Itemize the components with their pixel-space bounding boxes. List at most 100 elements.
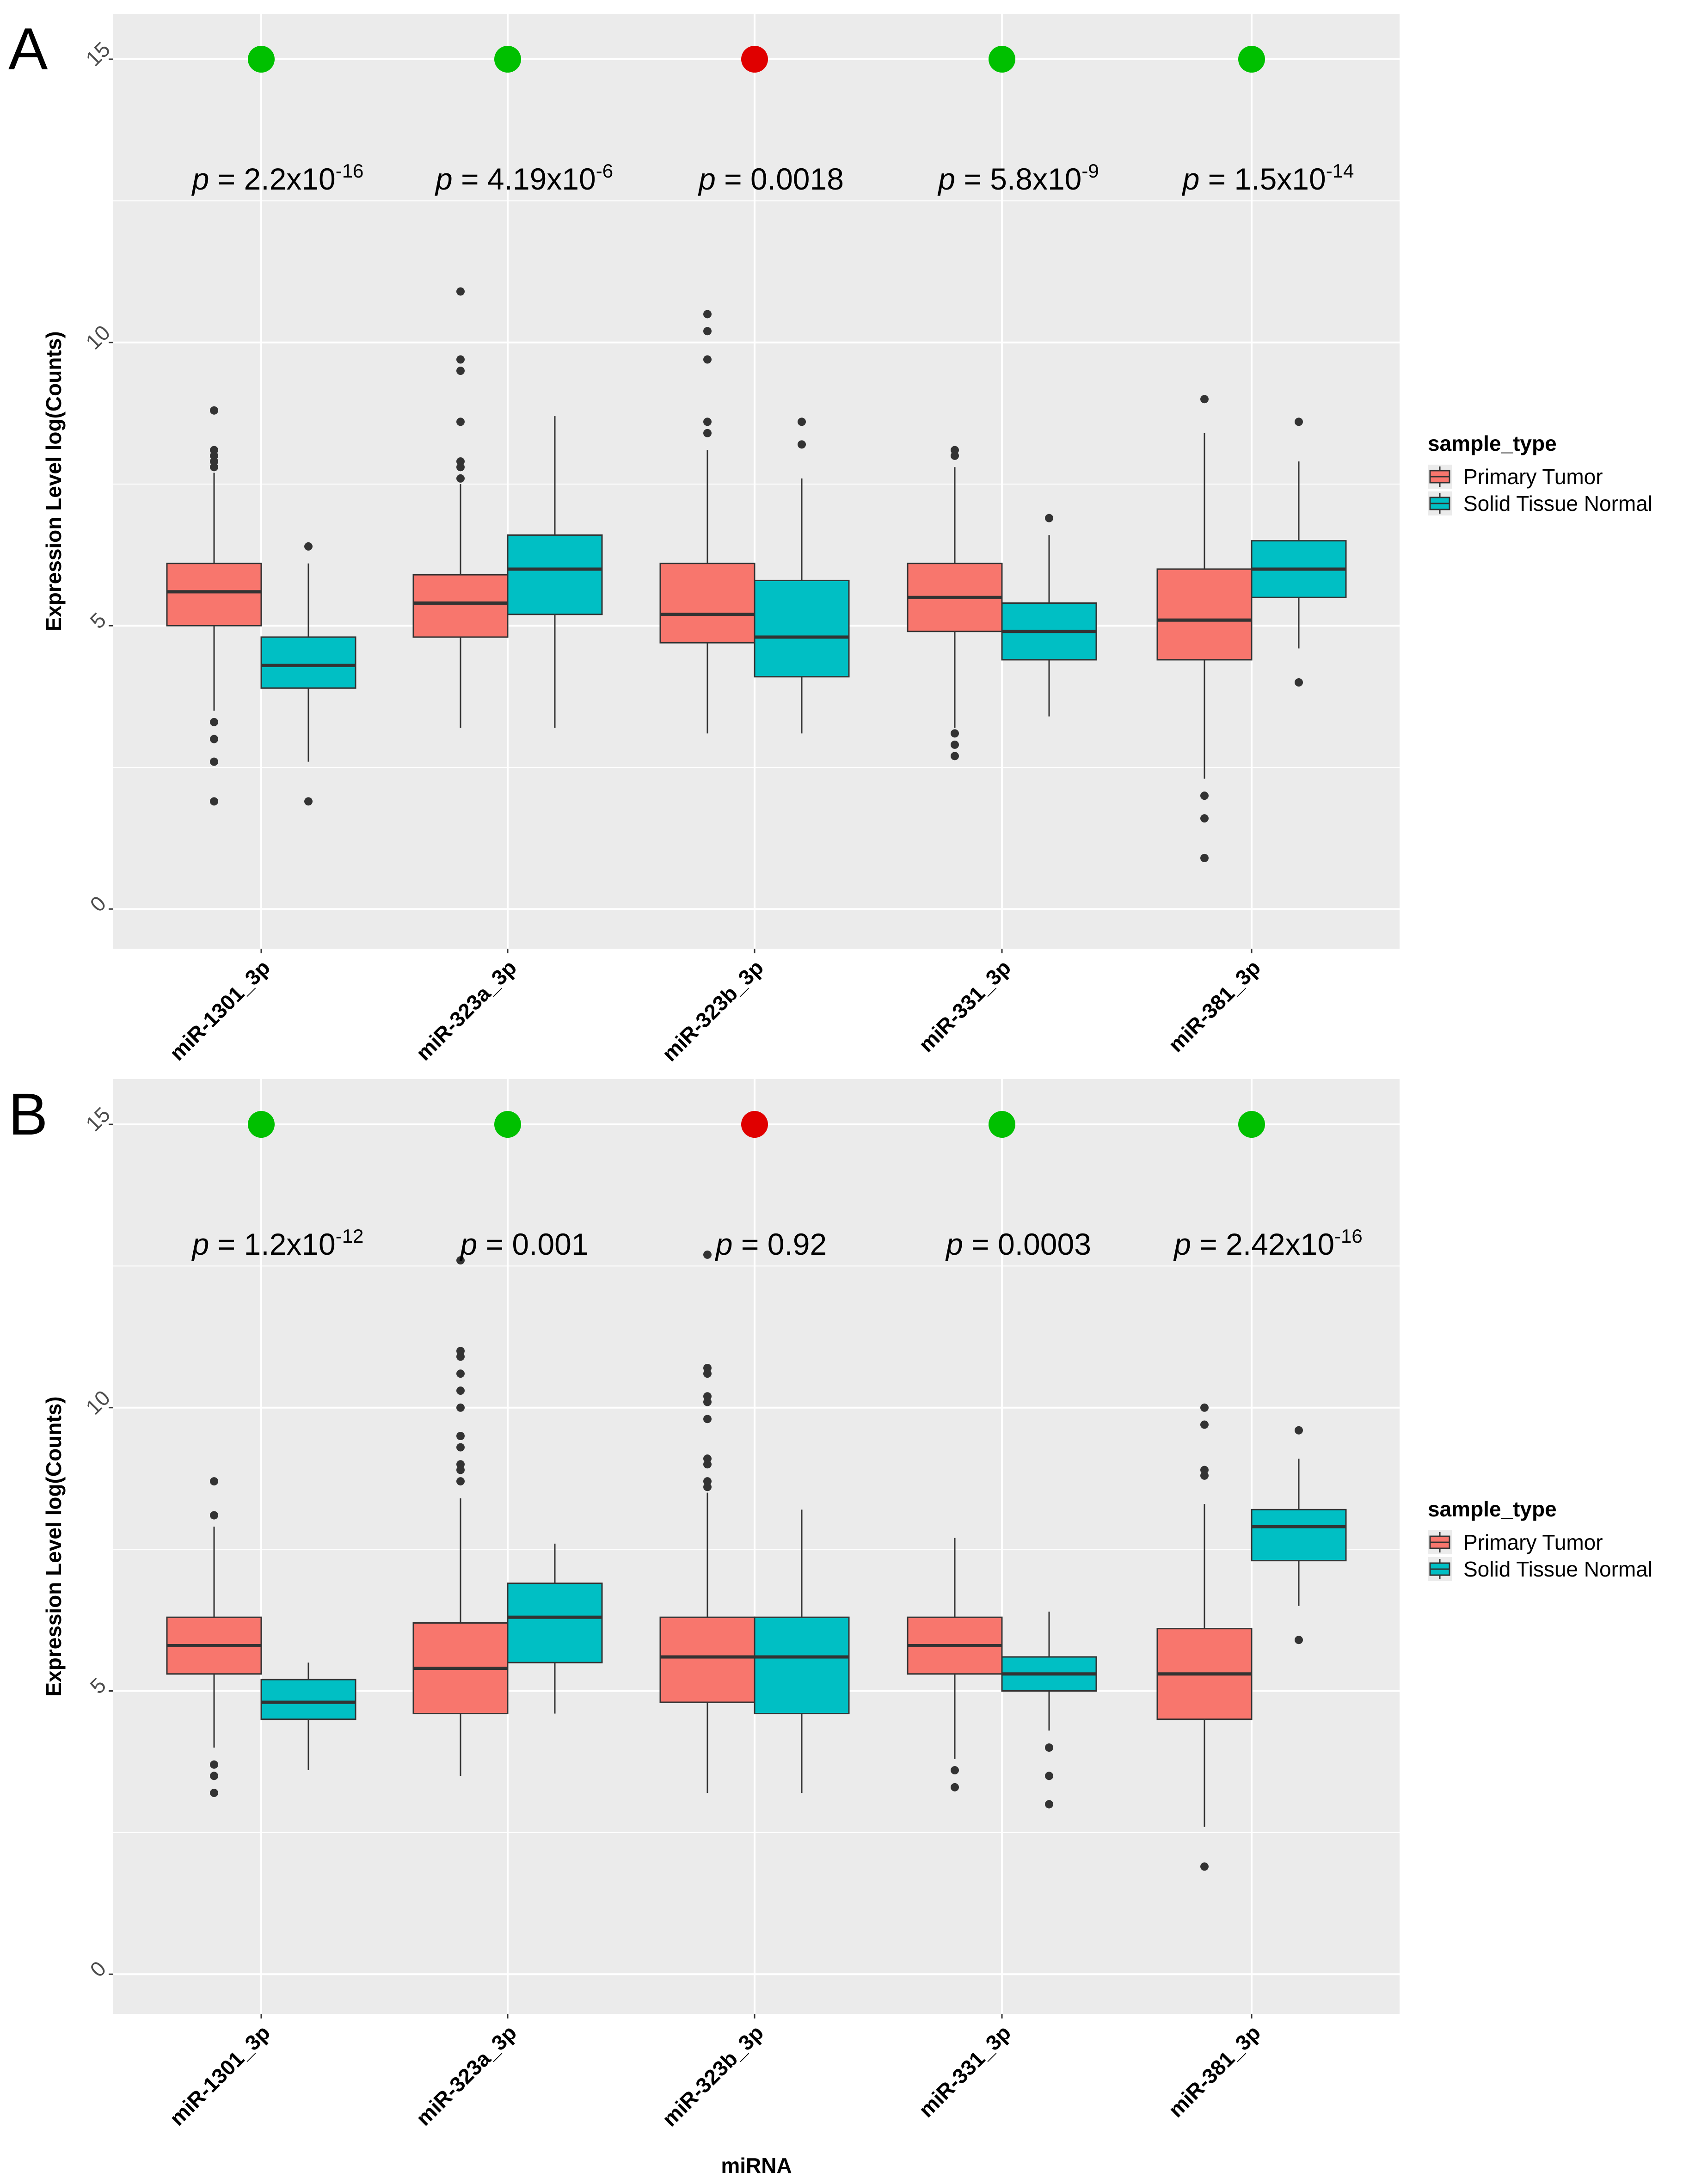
box-normal-miR-331_3p [1001,1611,1097,1809]
box-normal-miR-323a_3p [507,1543,603,1714]
box-tumor-miR-1301_3p [166,406,262,806]
box-iqr [1251,1509,1347,1562]
outlier-point [210,797,218,806]
legend-entry-label: Primary Tumor [1463,1530,1603,1554]
box-tumor-miR-323a_3p [412,1256,509,1776]
outlier-point [210,735,218,743]
outlier-point [456,1460,465,1469]
outlier-point [703,1415,712,1423]
outlier-point [456,1477,465,1486]
significance-dot-green [494,1111,521,1138]
p-value-annotation: p = 2.2x10-16 [191,160,364,196]
outlier-point [1295,678,1303,687]
box-normal-miR-331_3p [1001,514,1097,717]
outlier-point [951,752,959,761]
y-tick-label: 0 [85,891,111,916]
outlier-point [1200,395,1209,404]
significance-dot-red [741,46,768,73]
plot-background [113,14,1400,949]
x-tick-label: miR-381_3p [1164,955,1265,1056]
outlier-point [703,1363,712,1372]
outlier-point [456,1386,465,1395]
box-normal-miR-323a_3p [507,416,603,728]
box-iqr [754,1616,850,1715]
outlier-point [703,1392,712,1401]
box-tumor-miR-331_3p [907,446,1003,761]
outlier-point [456,1403,465,1412]
outlier-point [1200,791,1209,800]
box-iqr [659,1616,756,1703]
outlier-point [1200,814,1209,823]
significance-dot-green [989,46,1015,73]
outlier-point [210,446,218,454]
outlier-point [951,729,959,738]
outlier-point [703,1477,712,1486]
box-normal-miR-1301_3p [260,1663,356,1771]
p-value-annotation: p = 0.0018 [698,162,844,196]
y-axis-label: Expression Level log(Counts) [42,331,66,631]
box-iqr [1156,568,1253,661]
outlier-point [456,355,465,364]
outlier-point [210,1789,218,1798]
outlier-point [703,417,712,426]
outlier-point [703,429,712,437]
outlier-point [304,542,313,551]
x-tick-label: miR-1301_3p [165,2020,275,2130]
legend-entry-label: Solid Tissue Normal [1463,1557,1652,1581]
box-iqr [507,1583,603,1663]
x-tick-label: miR-331_3p [914,2020,1015,2122]
outlier-point [210,1511,218,1520]
outlier-point [1295,1636,1303,1644]
box-normal-miR-323b_3p [754,1509,850,1793]
outlier-point [798,417,806,426]
outlier-point [951,1783,959,1791]
x-tick-label: miR-381_3p [1164,2020,1265,2122]
y-tick-label: 10 [81,320,115,354]
legend-title: sample_type [1428,431,1557,455]
p-value-annotation: p = 0.001 [459,1227,588,1261]
outlier-point [951,446,959,454]
outlier-point [1200,1420,1209,1429]
outlier-point [703,327,712,336]
panel-b: B 0 5 10 15 Expression Level log(Counts) miR-1… [8,1079,1652,2178]
outlier-point [210,757,218,766]
box-normal-miR-323b_3p [754,417,850,734]
outlier-point [210,1477,218,1486]
y-tick-label: 10 [81,1386,115,1419]
box-normal-miR-381_3p [1251,1426,1347,1644]
panel-label: A [8,16,48,82]
outlier-point [798,440,806,449]
p-value-annotation: p = 1.5x10-14 [1182,160,1354,196]
outlier-point [1295,417,1303,426]
box-normal-miR-381_3p [1251,417,1347,687]
outlier-point [456,1369,465,1378]
outlier-point [210,718,218,726]
outlier-point [703,1250,712,1259]
significance-dot-green [1238,46,1265,73]
legend-entry-label: Solid Tissue Normal [1463,491,1652,515]
box-iqr [260,1679,356,1720]
outlier-point [304,797,313,806]
outlier-point [703,310,712,319]
outlier-point [210,1760,218,1769]
x-tick-label: miR-323a_3p [412,2020,521,2130]
outlier-point [1045,1743,1053,1752]
outlier-point [951,740,959,749]
panel-label: B [8,1081,48,1147]
p-value-annotation: p = 1.2x10-12 [191,1225,364,1261]
outlier-point [456,1443,465,1452]
outlier-point [1045,1800,1053,1809]
box-tumor-miR-331_3p [907,1538,1003,1791]
significance-dot-green [989,1111,1015,1138]
box-iqr [659,563,756,644]
outlier-point [210,406,218,415]
outlier-point [456,1347,465,1356]
box-iqr [166,563,262,626]
outlier-point [456,287,465,296]
outlier-point [1200,1862,1209,1871]
box-iqr [412,574,509,638]
y-tick-label: 15 [81,1102,115,1136]
outlier-point [456,457,465,466]
